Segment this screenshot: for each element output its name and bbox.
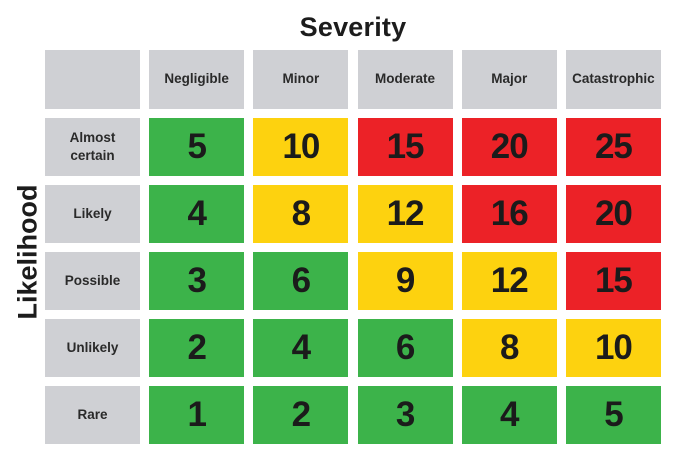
risk-cell: 6 [253, 252, 349, 310]
risk-cell: 3 [357, 386, 453, 444]
row-header: Unlikely [45, 319, 140, 377]
risk-cell: 6 [357, 319, 453, 377]
risk-cell: 3 [149, 252, 245, 310]
risk-cell: 9 [357, 252, 453, 310]
risk-cell: 10 [565, 319, 661, 377]
column-header: Moderate [357, 50, 453, 109]
row-header: Rare [45, 386, 140, 444]
risk-cell: 15 [565, 252, 661, 310]
risk-cell: 5 [149, 118, 245, 176]
likelihood-axis-title: Likelihood [12, 184, 43, 320]
risk-cell: 2 [253, 386, 349, 444]
severity-axis-title: Severity [299, 12, 407, 42]
risk-cell: 16 [461, 185, 557, 243]
row-header: Almost certain [45, 118, 140, 176]
row-label: Almost certain [69, 129, 116, 163]
risk-cell: 10 [253, 118, 349, 176]
column-header: Negligible [149, 50, 245, 109]
column-header: Catastrophic [565, 50, 661, 109]
risk-cell: 5 [565, 386, 661, 444]
risk-cell: 4 [461, 386, 557, 444]
risk-cell: 25 [565, 118, 661, 176]
risk-cell: 1 [149, 386, 245, 444]
risk-cell: 8 [461, 319, 557, 377]
corner-cell [45, 50, 140, 109]
row-header: Likely [45, 185, 140, 243]
risk-cell: 4 [253, 319, 349, 377]
risk-matrix-grid: Negligible Minor Moderate Major Catastro… [45, 50, 661, 444]
risk-cell: 20 [565, 185, 661, 243]
risk-cell: 12 [461, 252, 557, 310]
risk-cell: 4 [149, 185, 245, 243]
risk-cell: 12 [357, 185, 453, 243]
risk-cell: 15 [357, 118, 453, 176]
row-header: Possible [45, 252, 140, 310]
risk-cell: 2 [149, 319, 245, 377]
column-header: Minor [253, 50, 349, 109]
column-header: Major [461, 50, 557, 109]
risk-cell: 8 [253, 185, 349, 243]
risk-cell: 20 [461, 118, 557, 176]
